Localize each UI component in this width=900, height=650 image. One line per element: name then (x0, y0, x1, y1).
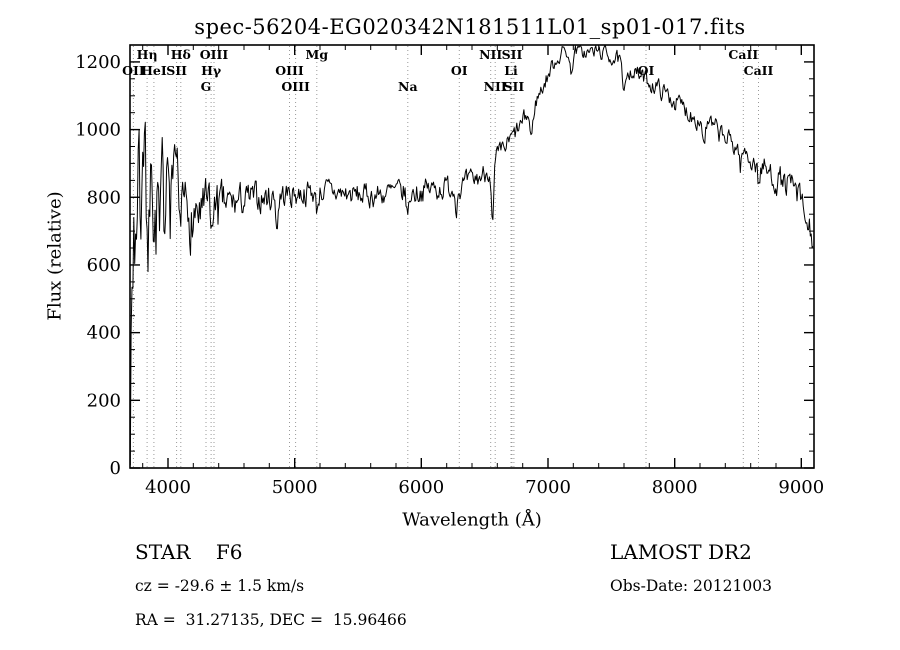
x-tick-label: 8000 (652, 477, 698, 498)
spectral-line-label: OIII (200, 47, 229, 62)
spectral-line-label: NII (484, 79, 507, 94)
object-class-label: STAR F6 (135, 540, 243, 564)
spectrum-trace (129, 45, 814, 466)
spectral-line-label: Hδ (171, 47, 191, 62)
spectral-line-label: Hγ (201, 63, 222, 78)
spectral-line-label: CaII (744, 63, 774, 78)
spectral-line-label: SII (502, 47, 523, 62)
x-tick-label: 9000 (778, 477, 824, 498)
y-tick-label: 200 (87, 390, 121, 411)
x-tick-label: 5000 (272, 477, 318, 498)
spectral-line-label: OIII (281, 79, 310, 94)
spectral-line-label: OI (451, 63, 468, 78)
y-tick-label: 600 (87, 255, 121, 276)
spectral-line-label: OIII (275, 63, 304, 78)
plot-title: spec-56204-EG020342N181511L01_sp01-017.f… (194, 15, 746, 39)
survey-label: LAMOST DR2 (610, 540, 752, 564)
spectral-line-label: Hη (137, 47, 158, 62)
spectral-line-label: SII (504, 79, 525, 94)
y-axis-label: Flux (relative) (44, 191, 66, 321)
obs-date: Obs-Date: 20121003 (610, 577, 772, 595)
plot-frame (129, 44, 815, 469)
x-tick-label: 6000 (398, 477, 444, 498)
spectral-line-label: G (201, 79, 212, 94)
spectral-line-label: NII (479, 47, 502, 62)
spectral-line-label: Na (398, 79, 418, 94)
y-tick-label: 1200 (75, 52, 121, 73)
x-axis-label: Wavelength (Å) (402, 509, 542, 531)
spectral-line-label: CaII (728, 47, 758, 62)
spectral-line-label: OI (638, 63, 655, 78)
y-tick-label: 400 (87, 323, 121, 344)
spectral-line-label: OII (122, 63, 145, 78)
spectral-line-label: Mg (306, 47, 329, 62)
y-tick-label: 1000 (75, 120, 121, 141)
cz-value: cz = -29.6 ± 1.5 km/s (135, 577, 305, 595)
spectral-line-label: SII (166, 63, 187, 78)
x-tick-label: 4000 (145, 477, 191, 498)
x-tick-label: 7000 (525, 477, 571, 498)
spectrum-plot: 4000 5000 6000 7000 8000 9000 0 200 400 600 800 100… (75, 44, 824, 498)
spectral-line-label: HeI (141, 63, 167, 78)
spectral-line-label: Li (504, 63, 518, 78)
ra-dec-value: RA = 31.27135, DEC = 15.96466 (135, 611, 407, 629)
y-tick-label: 800 (87, 187, 121, 208)
y-tick-label: 0 (110, 458, 121, 479)
